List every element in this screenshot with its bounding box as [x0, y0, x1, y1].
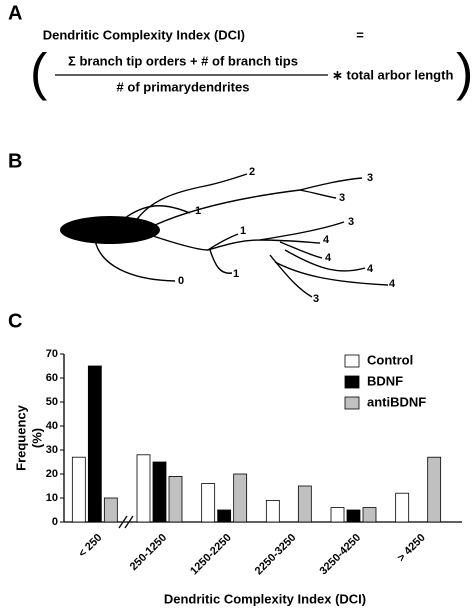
y-tick-label: 50: [46, 396, 58, 408]
tip-label: 1: [240, 225, 246, 237]
tip-label: 3: [367, 172, 373, 184]
bar: [395, 492, 410, 523]
tip-label: 0: [178, 275, 184, 287]
y-axis-label: (%): [29, 428, 44, 448]
bar: [265, 499, 280, 523]
bar: [330, 507, 345, 523]
tip-label: 4: [325, 252, 332, 264]
tip-label: 4: [323, 234, 330, 246]
bar: [152, 461, 167, 523]
bar: [217, 509, 232, 523]
paren: (: [30, 44, 48, 102]
neuron: [94, 173, 389, 298]
bar: [362, 507, 377, 523]
legend-label: antiBDNF: [367, 394, 426, 409]
soma: [60, 216, 160, 244]
y-axis-label: Frequency: [13, 404, 28, 471]
panel-label: B: [8, 150, 22, 172]
bar: [168, 475, 183, 523]
tip-label: 1: [195, 205, 201, 217]
y-tick-label: 20: [46, 468, 58, 480]
formula-numerator: Σ branch tip orders + # of branch tips: [68, 53, 298, 68]
y-tick-label: 60: [46, 372, 58, 384]
tip-label: 4: [389, 278, 396, 290]
y-tick-label: 10: [46, 492, 58, 504]
bar: [233, 473, 248, 523]
legend-swatch: [344, 375, 360, 389]
bar: [201, 483, 216, 523]
legend-swatch: [344, 354, 360, 368]
x-axis-label: Dendritic Complexity Index (DCI): [164, 591, 366, 606]
bar: [297, 485, 312, 523]
legend-label: Control: [367, 352, 413, 367]
x-tick-label: < 250: [76, 532, 104, 560]
bar: [103, 497, 118, 523]
x-tick-label: 2250-3250: [253, 532, 299, 578]
y-tick-label: 0: [52, 516, 58, 528]
bar: [136, 454, 151, 523]
tip-label: 3: [313, 293, 319, 305]
bar: [87, 365, 102, 523]
formula-equals: =: [356, 27, 364, 42]
tip-label: 3: [348, 216, 354, 228]
panel-label: C: [8, 310, 22, 332]
panel-label: A: [8, 2, 22, 24]
paren: ): [456, 44, 473, 102]
tip-label: 2: [249, 166, 255, 178]
formula-times: ∗ total arbor length: [332, 67, 453, 82]
tip-label: 4: [367, 263, 374, 275]
bar: [427, 456, 442, 523]
y-tick-label: 30: [46, 444, 58, 456]
bar: [346, 509, 361, 523]
x-tick-label: 250-1250: [128, 532, 169, 573]
x-tick-label: 3250-4250: [317, 532, 363, 578]
formula-lhs: Dendritic Complexity Index (DCI): [43, 27, 245, 42]
tip-label: 1: [233, 268, 239, 280]
legend-label: BDNF: [367, 373, 403, 388]
legend-swatch: [344, 396, 360, 410]
tip-label: 3: [339, 192, 345, 204]
y-tick-label: 70: [46, 348, 58, 360]
y-tick-label: 40: [46, 420, 58, 432]
formula-denominator: # of primarydendrites: [117, 79, 250, 94]
x-tick-label: 1250-2250: [188, 532, 234, 578]
bar: [71, 456, 86, 523]
x-tick-label: > 4250: [395, 532, 427, 564]
